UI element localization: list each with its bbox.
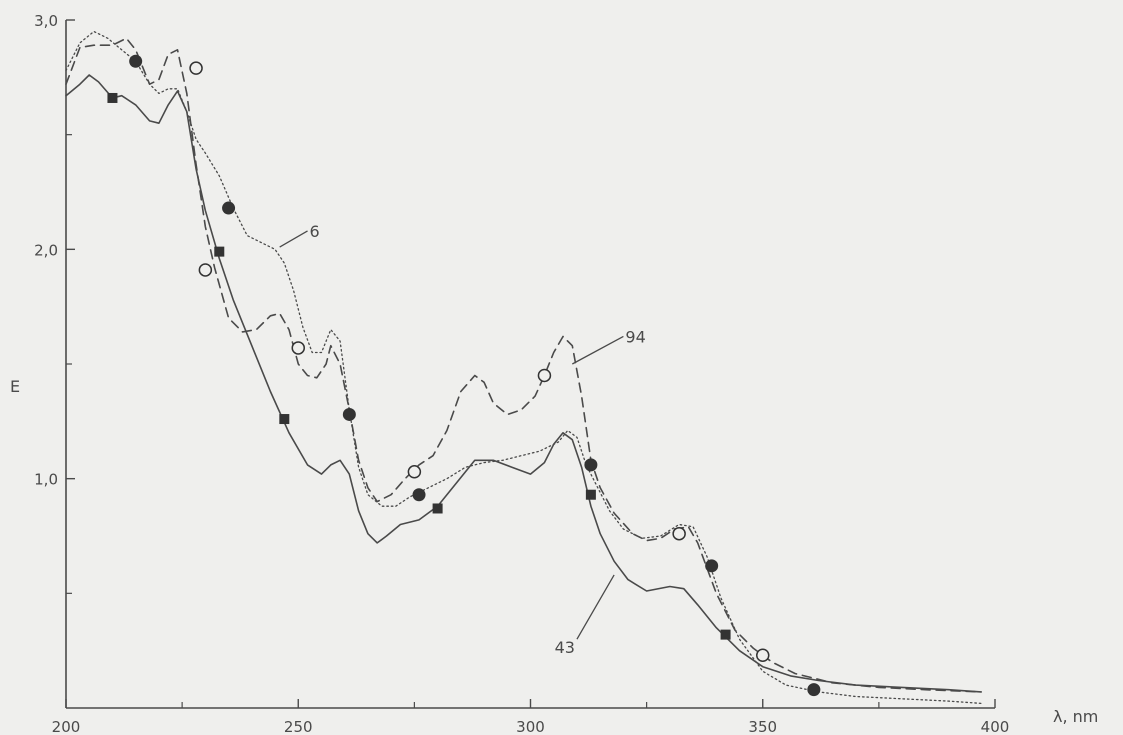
marker-open-circle — [672, 526, 686, 541]
marker-filled-circle — [705, 559, 719, 573]
series-label-leader — [576, 574, 615, 640]
x-tick-label: 300 — [516, 718, 545, 735]
marker-open-circle — [198, 263, 213, 277]
y-tick-label: 3,0 — [34, 12, 58, 30]
axes — [65, 20, 995, 709]
marker-open-circle — [189, 61, 203, 75]
series-line-94 — [65, 37, 982, 693]
y-axis-title: E — [10, 377, 20, 396]
markers-layer — [107, 54, 821, 697]
marker-open-circle — [407, 465, 422, 479]
marker-filled-circle — [129, 54, 143, 68]
axis-ticks: 200 250 300 350 400 1,0 2,0 3,0 — [34, 12, 1009, 735]
marker-filled-circle — [807, 683, 821, 697]
series-labels: 43 94 6 — [279, 222, 646, 657]
series-line-43 — [65, 74, 982, 693]
marker-square — [214, 246, 225, 257]
series-line-6 — [65, 30, 982, 705]
marker-square — [585, 489, 596, 500]
marker-square — [720, 629, 731, 640]
series-label-leader — [571, 335, 624, 365]
series-label-43: 43 — [555, 638, 575, 657]
x-tick-label: 200 — [52, 718, 81, 735]
marker-square — [279, 414, 290, 425]
series-label-6: 6 — [310, 222, 320, 241]
series-label-94: 94 — [625, 327, 645, 346]
x-tick-label: 400 — [981, 718, 1010, 735]
series-layer — [65, 30, 982, 705]
x-tick-label: 350 — [748, 718, 777, 735]
marker-filled-circle — [412, 488, 426, 502]
marker-open-circle — [537, 368, 552, 383]
y-tick-label: 1,0 — [34, 471, 58, 489]
marker-open-circle — [291, 341, 305, 355]
marker-square — [432, 503, 443, 514]
y-tick-label: 2,0 — [34, 241, 58, 259]
marker-filled-circle — [584, 458, 598, 472]
marker-open-circle — [756, 648, 770, 663]
marker-square — [107, 92, 118, 103]
x-tick-label: 250 — [284, 718, 313, 735]
marker-filled-circle — [342, 407, 356, 421]
series-label-leader — [279, 230, 308, 248]
x-axis-title: λ, nm — [1053, 707, 1098, 726]
marker-filled-circle — [222, 201, 236, 215]
